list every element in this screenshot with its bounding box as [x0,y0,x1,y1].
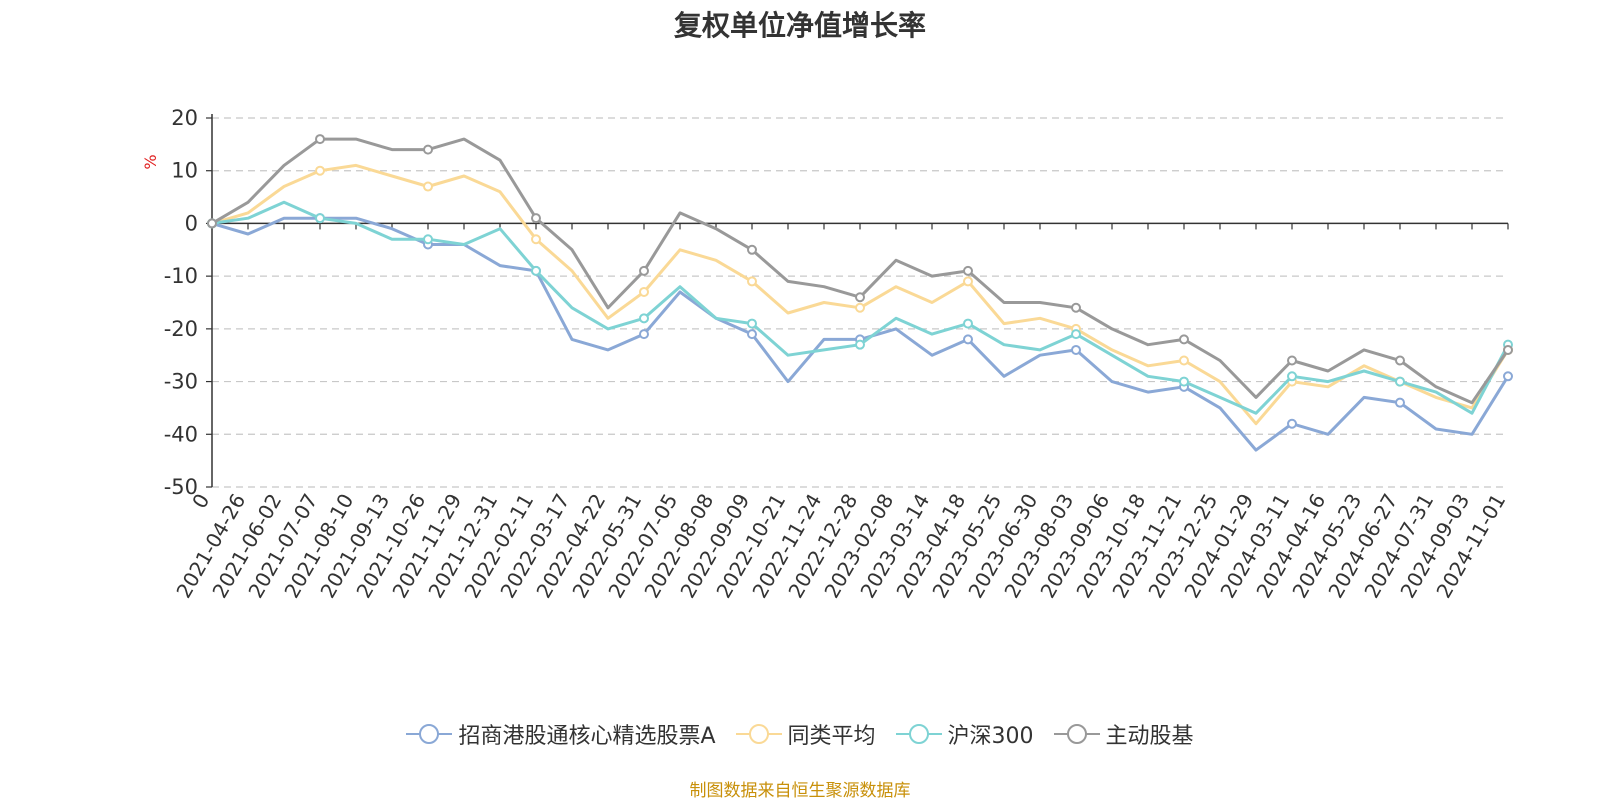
y-tick-label: -40 [164,422,198,446]
data-point [639,329,649,340]
legend-swatch-icon [1053,724,1100,744]
y-tick-label: -30 [164,370,198,394]
legend-swatch-icon [895,724,942,744]
legend-item[interactable]: 沪深300 [895,718,1034,750]
grid-lines [212,117,1508,488]
data-point [423,234,433,245]
data-point [1179,334,1189,345]
legend-item[interactable]: 招商港股通核心精选股票A [406,718,716,750]
data-point [963,276,973,287]
data-point [963,334,973,345]
chart-legend: 招商港股通核心精选股票A 同类平均 沪深300 主动股基 [0,718,1600,752]
data-point [423,181,433,192]
legend-label: 招商港股通核心精选股票A [458,724,716,749]
data-point [1071,329,1081,340]
data-point [1287,371,1297,382]
legend-label: 同类平均 [787,724,876,749]
legend-label: 沪深300 [947,724,1034,749]
data-point [639,265,649,276]
data-point [1503,371,1513,382]
source-note: 制图数据来自恒生聚源数据库 [689,781,911,801]
data-point [855,339,865,350]
data-point [855,302,865,313]
legend-swatch-icon [735,724,782,744]
data-point [315,134,325,145]
data-point [531,234,541,245]
y-tick-label: -20 [164,317,198,341]
legend-item[interactable]: 主动股基 [1053,718,1194,750]
data-point [963,318,973,329]
axes: 20100-10-20-30-40-5002021-04-262021-06-0… [164,106,1511,602]
data-point [1071,344,1081,355]
y-tick-label: 0 [185,211,198,235]
y-tick-label: 10 [171,159,198,183]
data-point [639,286,649,297]
data-point [1395,376,1405,387]
data-point [639,313,649,324]
legend-item[interactable]: 同类平均 [735,718,876,750]
y-tick-label: 20 [171,106,198,130]
legend-swatch-icon [406,724,453,744]
y-tick-label: -10 [164,264,198,288]
data-point [747,329,757,340]
y-tick-label: -50 [164,475,198,499]
data-point [747,318,757,329]
data-point [963,265,973,276]
data-point [1287,418,1297,429]
data-point [1395,355,1405,366]
data-point [1395,397,1405,408]
series-line [211,216,1510,452]
data-point [1287,355,1297,366]
data-point [747,276,757,287]
data-point [855,292,865,303]
data-point [207,218,217,229]
data-point [423,144,433,155]
series-lines [207,134,1513,452]
data-point [1503,344,1513,355]
data-point [531,213,541,224]
data-point [747,244,757,255]
x-tick-label: 0 [187,490,214,513]
legend-label: 主动股基 [1105,724,1194,749]
y-axis-label: % [141,154,160,169]
data-point [1071,302,1081,313]
data-point [315,213,325,224]
data-point [531,265,541,276]
chart-title: 复权单位净值增长率 [673,9,926,42]
data-point [315,165,325,176]
data-point [1179,376,1189,387]
data-point [1179,355,1189,366]
